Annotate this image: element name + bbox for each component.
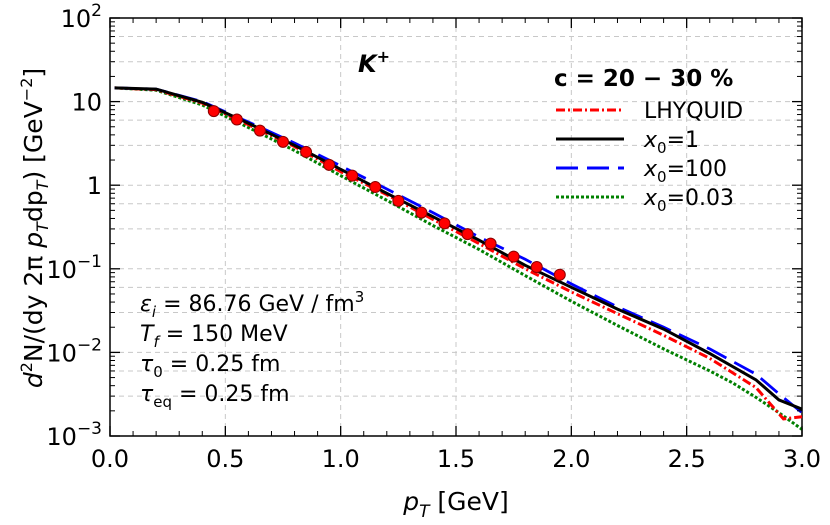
legend-title: c = 20 − 30 % [554, 66, 733, 92]
y-tick-label: 102 [61, 1, 102, 33]
data-point [461, 228, 474, 241]
x-tick-label: 1.5 [437, 445, 475, 473]
legend-label: LHYQUID [644, 99, 743, 124]
y-tick-label: 10−3 [46, 419, 102, 451]
data-point [346, 169, 359, 182]
data-point [207, 105, 220, 118]
data-point [230, 113, 243, 126]
x-tick-label: 2.5 [668, 445, 706, 473]
y-tick-label: 10−2 [46, 335, 102, 367]
legend-label: x0=1 [643, 128, 699, 157]
legend-label: x0=0.03 [643, 186, 734, 215]
y-tick-label: 10−1 [46, 252, 102, 284]
y-tick-label: 10 [71, 89, 102, 117]
parameter-line: τeq = 0.25 fm [140, 382, 290, 411]
data-point [369, 181, 382, 194]
data-point [323, 158, 336, 171]
data-point [507, 250, 520, 263]
data-point [392, 194, 405, 207]
x-tick-label: 1.0 [322, 445, 360, 473]
x-tick-label: 0.0 [91, 445, 129, 473]
parameter-line: Tf = 150 MeV [140, 322, 288, 351]
y-axis-title: d2N/(dy 2π pTdpT) [GeV−2] [17, 68, 52, 388]
data-point [530, 261, 543, 274]
data-point [553, 268, 566, 281]
data-point [484, 237, 497, 250]
axis-ticks: 0.0 0.5 1.0 1.5 2.0 2.5 3.0 102 10 1 10−1 10−2 10−3 [46, 1, 821, 473]
x-tick-label: 0.5 [206, 445, 244, 473]
particle-label: K+ [358, 47, 390, 78]
data-point [438, 217, 451, 230]
x-tick-label: 3.0 [783, 445, 821, 473]
legend-label: x0=100 [643, 157, 727, 186]
data-point [253, 124, 266, 137]
x-axis-title: pT [GeV] [402, 487, 509, 522]
series-line-x-100 [114, 86, 803, 414]
parameter-line: τ0 = 0.25 fm [140, 352, 280, 381]
x-tick-label: 2.0 [552, 445, 590, 473]
y-tick-label: 1 [87, 172, 102, 200]
data-points [207, 105, 566, 281]
data-point [277, 135, 289, 148]
data-point [415, 206, 428, 219]
parameter-line: εi = 86.76 GeV / fm3 [140, 288, 364, 321]
data-point [300, 145, 313, 158]
